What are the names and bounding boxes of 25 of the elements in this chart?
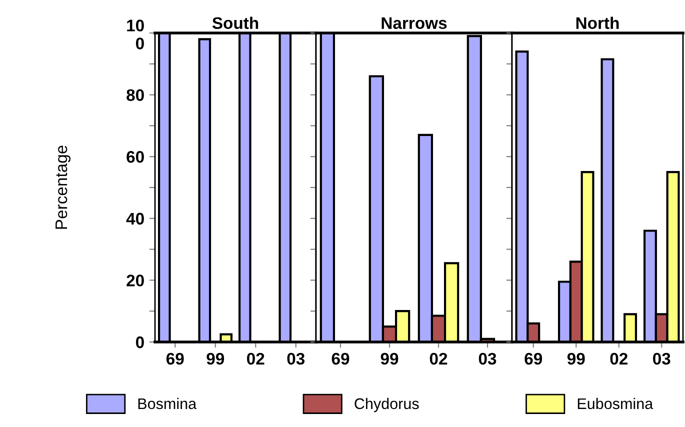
x-tick-label: 03 [478,352,496,365]
chart-title: South [212,16,258,29]
x-tick-label: 99 [567,352,585,365]
chart-title: North [576,16,619,29]
x-tick-label: 03 [653,352,670,365]
legend-label: Bosmina [138,398,197,410]
x-tick-label: 69 [524,352,542,365]
y-tick-label: 20 [126,274,144,286]
x-tick-label: 03 [287,352,305,365]
y-tick-label: 60 [126,151,144,163]
legend-label: Chydorus [354,398,419,412]
y-tick-label: 40 [126,212,144,225]
x-tick-label: 02 [610,352,628,365]
x-tick-label: 69 [332,352,350,365]
x-tick-label: 02 [247,352,264,365]
x-tick-label: 99 [206,352,224,365]
legend-label: Eubosmina [578,398,654,410]
chart-title: Narrows [382,17,447,29]
x-tick-label: 69 [166,352,184,365]
x-tick-label: 02 [430,352,448,365]
y-tick-label: 80 [126,89,144,102]
x-tick-label: 99 [380,352,398,365]
y-tick-label: 0 [136,336,144,348]
y-axis-title: Percentage [56,146,70,229]
y-tick-label: 10 0 [127,20,144,50]
